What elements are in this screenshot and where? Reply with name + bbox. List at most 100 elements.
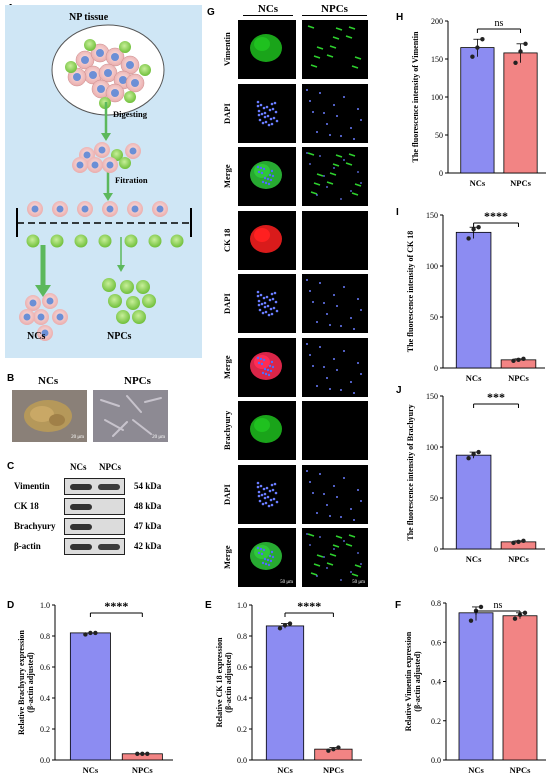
wb-band-ncs [70,524,92,530]
if-header-npcs: NPCs [302,3,367,16]
bar-ncs [460,47,495,174]
morph-scale-npcs: 20 μm [152,435,165,440]
y-tick-label: 0.6 [40,663,50,672]
data-point [513,60,518,65]
schematic-title: NP tissue [69,12,109,23]
significance-label: ns [494,600,503,611]
y-tick-label: 0.2 [237,725,247,734]
y-tick-label: 50 [430,313,438,322]
wb-kda-1: 48 kDa [134,501,162,511]
y-tick-label: 0 [439,169,443,178]
label-npcs-schematic: NPCs [107,331,132,342]
if-image-3-npcs [302,210,368,270]
bar-ncs [265,625,305,761]
data-point [478,604,484,610]
y-tick-label: 100 [426,443,438,452]
chart-J: 0 50 100 150 The fluorescence intensity of B… [406,390,545,564]
x-tick-label: NCs [277,765,293,775]
if-image-8-npcs: 50 μm [302,528,368,587]
bar-ncs [69,632,111,761]
data-point [135,751,140,756]
y-tick-label: 0.4 [237,694,247,703]
significance-label: **** [104,599,128,613]
x-tick-label: NCs [470,178,486,188]
y-tick-label: 100 [431,93,443,102]
data-point [282,622,288,628]
if-image-1-npcs [302,83,368,143]
data-point [83,632,88,637]
if-scale-bar: 50 μm [280,580,293,585]
y-tick-label: 150 [431,55,443,64]
x-tick-label: NCs [466,554,482,564]
panel-label-i: I [396,207,399,218]
wb-protein-2: Brachyury [14,521,56,531]
if-image-5-npcs [302,337,368,397]
y-tick-label: 0 [434,364,438,373]
morph-label-ncs: NCs [38,375,59,387]
bar-npcs [502,615,538,761]
y-tick-label: 0.2 [431,717,441,726]
data-point [511,540,516,546]
x-tick-label: NPCs [510,178,531,188]
wb-protein-3: β-actin [14,541,41,551]
y-tick-label: 0.4 [431,678,441,687]
data-point [476,449,481,455]
data-point [287,621,293,626]
y-tick-label: 0.8 [431,599,441,608]
x-tick-label: NPCs [323,765,344,775]
if-image-0-npcs [302,20,368,79]
data-point [518,49,523,54]
y-tick-label: 50 [435,131,443,140]
panel-label-g: G [207,7,215,18]
y-tick-label: 200 [431,17,443,26]
data-point [468,618,474,623]
y-tick-label: 0.2 [40,725,50,734]
if-image-2-npcs [302,147,368,206]
y-tick-label: 0.6 [431,638,441,647]
x-tick-label: NPCs [508,554,529,564]
data-point [145,751,150,756]
wb-strip-2 [64,518,125,535]
y-tick-label: 150 [426,392,438,401]
data-point [470,54,475,59]
morph-scale-ncs: 20 μm [71,435,84,440]
data-point [93,630,98,636]
x-tick-label: NPCs [510,765,531,775]
y-tick-label: 0.6 [237,663,247,672]
data-point [476,225,481,230]
x-tick-label: NPCs [132,765,153,775]
if-scale-bar: 50 μm [352,580,365,585]
y-tick-label: 150 [426,211,438,220]
data-point [521,356,526,362]
wb-band-ncs [70,504,92,510]
panel-label-b: B [7,373,15,384]
wb-kda-0: 54 kDa [134,481,162,491]
panel-label-c: C [7,461,15,472]
panel-label-h: H [396,12,404,23]
data-point [331,746,336,752]
wb-header-npcs: NPCs [99,462,121,472]
y-tick-label: 50 [430,494,438,503]
if-image-5-ncs [238,337,296,397]
data-point [511,358,516,364]
chart-H: 0 50 100 150 200 The fluorescence intensity o… [411,17,546,188]
wb-band-npcs [98,544,120,550]
y-axis-label: Relative CK 18 expression(β-actin adjust… [215,637,233,727]
y-tick-label: 1.0 [40,601,50,610]
label-ncs-schematic: NCs [27,331,46,342]
if-image-4-ncs [238,274,296,333]
data-point [471,451,476,457]
chart-I: 0 50 100 150 The fluorescence intensity of C… [406,209,545,383]
wb-kda-3: 42 kDa [134,541,162,551]
data-point [466,236,471,241]
if-header-ncs: NCs [243,3,293,16]
bar-npcs [503,52,538,174]
data-point [471,227,476,232]
x-tick-label: NCs [83,765,99,775]
wb-band-npcs [98,484,120,490]
data-point [277,626,283,631]
y-tick-label: 0.8 [237,632,247,641]
y-axis-label: The fluorescence intensity of Vimentin [411,31,420,163]
y-tick-label: 0.0 [237,756,247,765]
